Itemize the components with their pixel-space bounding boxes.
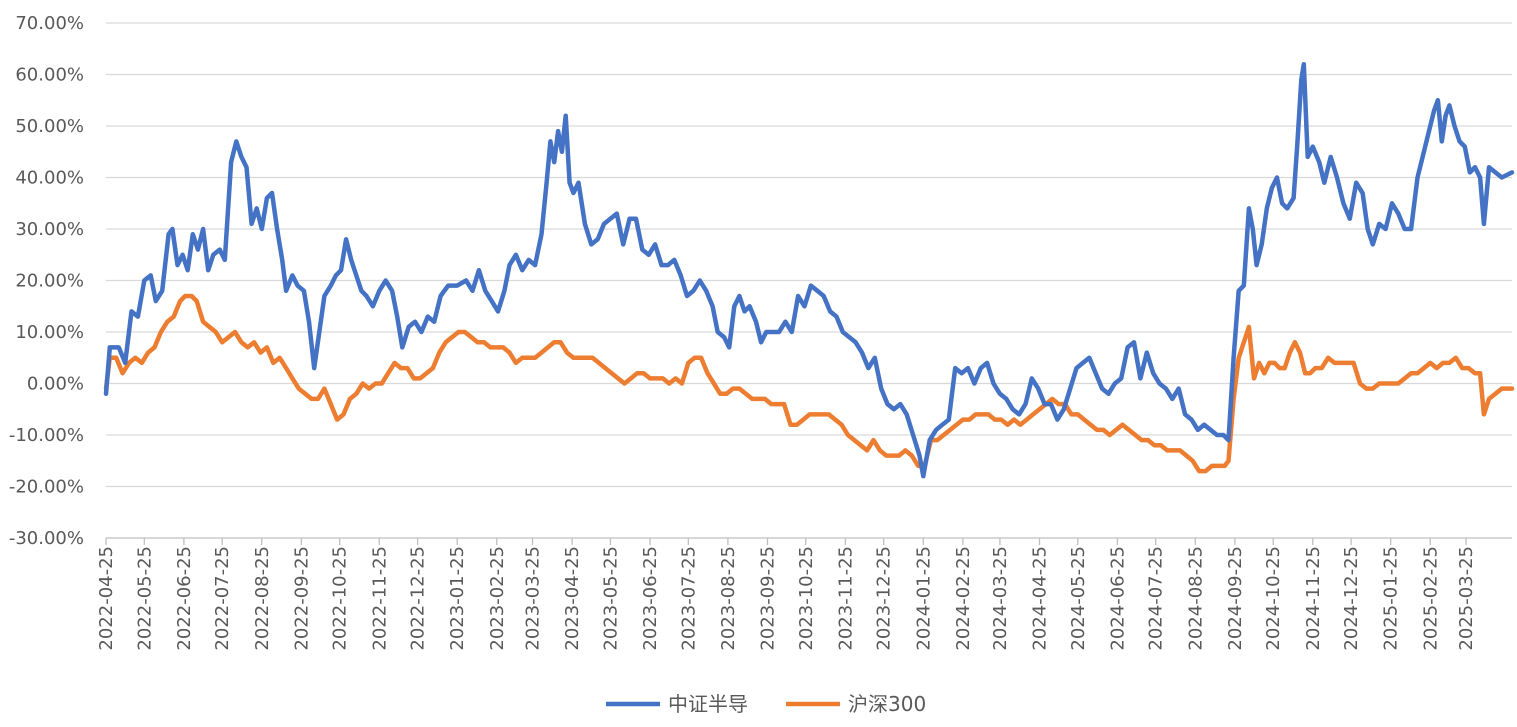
x-tick-label: 2024-10-25 — [1263, 546, 1284, 651]
x-tick-label: 2023-09-25 — [757, 546, 778, 651]
x-tick-label: 2024-03-25 — [990, 546, 1011, 651]
series-lines — [103, 61, 1515, 479]
x-tick-label: 2025-01-25 — [1381, 546, 1402, 651]
y-tick-label: 70.00% — [15, 13, 84, 34]
x-tick-label: 2024-08-25 — [1185, 546, 1206, 651]
x-tick-label: 2025-02-25 — [1420, 546, 1441, 651]
x-tick-label: 2023-02-25 — [487, 546, 508, 651]
x-tick-label: 2025-03-25 — [1456, 546, 1477, 651]
x-tick-label: 2023-11-25 — [835, 546, 856, 651]
x-tick-label: 2024-11-25 — [1303, 546, 1324, 651]
legend-label-series-1: 中证半导 — [668, 692, 748, 716]
x-axis-ticks: 2022-04-25 2022-05-25 2022-06-25 2022-07-25… — [96, 538, 1477, 651]
y-axis-tick-labels: 70.00% 60.00% 50.00% 40.00% 30.00% 20.00% 10.0… — [9, 13, 84, 549]
x-tick-label: 2022-09-25 — [291, 546, 312, 651]
x-tick-label: 2024-01-25 — [913, 546, 934, 651]
x-tick-label: 2022-08-25 — [252, 546, 273, 651]
x-tick-label: 2023-01-25 — [447, 546, 468, 651]
y-tick-label: 50.00% — [15, 116, 84, 137]
series-line-1 — [103, 61, 1515, 479]
y-tick-label: 20.00% — [15, 271, 84, 292]
x-tick-label: 2024-12-25 — [1341, 546, 1362, 651]
x-tick-label: 2024-04-25 — [1030, 546, 1051, 651]
legend: 中证半导 沪深300 — [606, 692, 926, 716]
y-tick-label: -10.00% — [9, 425, 84, 446]
x-tick-label: 2022-12-25 — [408, 546, 429, 651]
x-tick-label: 2023-12-25 — [874, 546, 895, 651]
y-tick-label: 30.00% — [15, 219, 84, 240]
y-tick-label: -30.00% — [9, 528, 84, 549]
x-tick-label: 2023-10-25 — [796, 546, 817, 651]
gridlines — [106, 22, 1512, 488]
x-tick-label: 2022-06-25 — [174, 546, 195, 651]
y-tick-label: -20.00% — [9, 477, 84, 498]
series-line-2 — [103, 293, 1515, 474]
y-tick-label: 10.00% — [15, 322, 84, 343]
x-tick-label: 2024-02-25 — [953, 546, 974, 651]
x-tick-label: 2023-04-25 — [562, 546, 583, 651]
x-tick-label: 2024-07-25 — [1146, 546, 1167, 651]
x-tick-label: 2023-08-25 — [718, 546, 739, 651]
y-tick-label: 40.00% — [15, 168, 84, 189]
x-tick-label: 2022-07-25 — [212, 546, 233, 651]
x-tick-label: 2024-09-25 — [1225, 546, 1246, 651]
y-tick-label: 60.00% — [15, 65, 84, 86]
x-tick-label: 2023-07-25 — [678, 546, 699, 651]
x-tick-label: 2024-05-25 — [1068, 546, 1089, 651]
x-tick-label: 2024-06-25 — [1107, 546, 1128, 651]
x-tick-label: 2023-03-25 — [523, 546, 544, 651]
x-tick-label: 2022-05-25 — [134, 546, 155, 651]
x-tick-label: 2022-11-25 — [369, 546, 390, 651]
x-tick-label: 2023-06-25 — [640, 546, 661, 651]
x-tick-label: 2022-04-25 — [96, 546, 117, 651]
legend-label-series-2: 沪深300 — [848, 692, 926, 716]
x-tick-label: 2022-10-25 — [330, 546, 351, 651]
x-tick-label: 2023-05-25 — [600, 546, 621, 651]
y-tick-label: 0.00% — [27, 374, 84, 395]
